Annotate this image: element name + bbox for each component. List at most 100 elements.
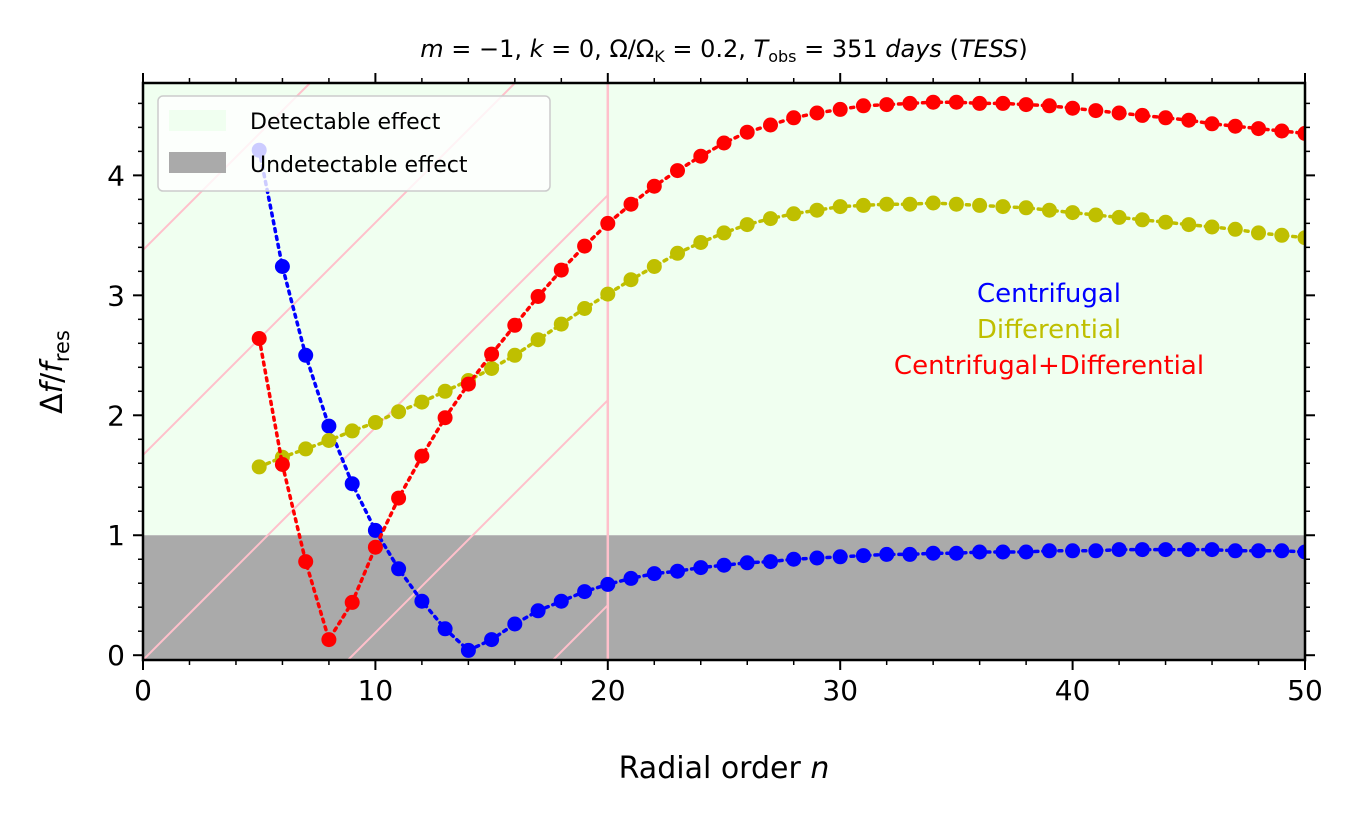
series-0-point bbox=[646, 566, 662, 582]
series-2-point bbox=[879, 97, 895, 113]
series-2-point bbox=[391, 490, 407, 506]
series-2-point bbox=[1018, 97, 1034, 113]
series-line-0 bbox=[257, 148, 1305, 653]
series-1-point bbox=[879, 196, 895, 212]
title-m-value: = −1, bbox=[444, 35, 530, 63]
plot-frame bbox=[141, 81, 1307, 662]
x-tick-label: 0 bbox=[134, 674, 152, 707]
series-2-point bbox=[716, 135, 732, 151]
y-label-sub: res bbox=[50, 330, 74, 362]
series-2-point bbox=[948, 94, 964, 110]
series-0-point bbox=[391, 561, 407, 577]
series-2-point bbox=[507, 317, 523, 333]
series-0-point bbox=[948, 545, 964, 561]
series-0-point bbox=[1251, 543, 1266, 559]
series-0-point bbox=[460, 642, 476, 658]
series-0-point bbox=[1227, 543, 1243, 559]
series-2-point bbox=[600, 215, 616, 231]
series-2-point bbox=[1297, 125, 1305, 141]
series-2-point bbox=[739, 124, 755, 140]
series-1-point bbox=[739, 217, 755, 233]
series-2-point bbox=[925, 94, 941, 110]
series-1-point bbox=[693, 235, 709, 250]
series-0-point bbox=[553, 593, 569, 609]
title-omega-value: = 0.2, bbox=[665, 35, 754, 63]
series-0-point bbox=[1111, 542, 1127, 558]
series-2-point bbox=[298, 554, 314, 570]
series-2-point bbox=[577, 238, 593, 254]
y-label-delta: Δ bbox=[35, 393, 70, 414]
series-0-point bbox=[995, 544, 1011, 560]
series-1-point bbox=[414, 394, 430, 410]
series-1-point bbox=[716, 225, 732, 241]
series-2-point bbox=[321, 632, 337, 648]
series-1-point bbox=[391, 404, 407, 420]
series-1-point bbox=[902, 196, 918, 212]
series-1-point bbox=[553, 316, 569, 332]
series-2-point bbox=[693, 148, 709, 164]
series-2-point bbox=[1041, 98, 1057, 114]
title-k: k bbox=[530, 35, 545, 63]
series-1-point bbox=[484, 361, 500, 376]
series-2-point bbox=[1111, 105, 1127, 121]
series-0-point bbox=[530, 603, 546, 619]
legend-box bbox=[157, 95, 551, 192]
hatch-line bbox=[143, 193, 608, 660]
legend-swatch-undetectable bbox=[169, 152, 226, 173]
title-m: m bbox=[420, 35, 443, 63]
series-0-point bbox=[298, 347, 314, 363]
series-1-point bbox=[437, 383, 453, 399]
series-1-point bbox=[995, 199, 1011, 215]
title-paren-open: ( bbox=[942, 35, 959, 63]
series-1-point bbox=[809, 202, 825, 218]
series-2-point bbox=[251, 331, 267, 346]
legend-label-detectable: Detectable effect bbox=[250, 110, 441, 135]
series-0-point bbox=[902, 546, 918, 562]
series-1-point bbox=[1204, 219, 1220, 235]
series-0-point bbox=[763, 554, 778, 570]
hatch-line bbox=[347, 398, 608, 660]
series-2-point bbox=[646, 178, 662, 194]
series-1-point bbox=[670, 245, 685, 261]
series-0-point bbox=[879, 546, 895, 562]
series-1-point bbox=[321, 433, 337, 448]
series-1-point bbox=[972, 197, 988, 213]
series-1-point bbox=[1251, 225, 1266, 241]
series-2-point bbox=[670, 163, 685, 179]
series-1-point bbox=[855, 197, 871, 213]
series-2-point bbox=[1134, 107, 1150, 123]
series-2-point bbox=[902, 95, 918, 111]
legend-label-undetectable: Undetectable effect bbox=[250, 153, 468, 178]
series-1-point bbox=[1018, 200, 1034, 216]
series-1-point bbox=[1065, 205, 1081, 221]
series-2-point bbox=[414, 448, 430, 464]
series-1-point bbox=[367, 415, 383, 430]
series-0-point bbox=[832, 549, 848, 565]
series-2-point bbox=[1251, 121, 1266, 137]
title-omega-sub: K bbox=[654, 47, 665, 66]
title-t-value: = 351 bbox=[796, 35, 885, 63]
x-axis-label-var: n bbox=[810, 751, 829, 786]
y-tick-label: 1 bbox=[107, 519, 125, 552]
series-0-point bbox=[274, 259, 290, 274]
series-1-point bbox=[344, 423, 360, 439]
series-2-point bbox=[460, 376, 476, 392]
y-tick-label: 3 bbox=[107, 279, 125, 312]
y-tick-label: 4 bbox=[107, 159, 125, 192]
series-line-2 bbox=[257, 100, 1305, 644]
series-1-point bbox=[577, 301, 593, 316]
y-tick-label: 0 bbox=[107, 639, 125, 672]
series-0-point bbox=[972, 544, 988, 560]
series-2-point bbox=[344, 594, 360, 610]
series-1-point bbox=[925, 195, 941, 211]
series-1-point bbox=[1274, 227, 1290, 243]
series-0-point bbox=[693, 560, 709, 576]
series-2-point bbox=[809, 105, 825, 121]
series-0-point bbox=[484, 632, 500, 648]
series-0-point bbox=[1181, 542, 1197, 558]
series-2-point bbox=[1204, 116, 1220, 132]
title-paren-close: ) bbox=[1018, 35, 1027, 63]
series-0-point bbox=[507, 616, 523, 632]
title-tess: TESS bbox=[959, 35, 1018, 63]
